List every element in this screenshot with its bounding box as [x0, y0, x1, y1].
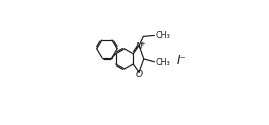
- Text: I⁻: I⁻: [176, 54, 186, 67]
- Text: O: O: [136, 70, 143, 79]
- Text: CH₃: CH₃: [156, 30, 171, 40]
- Text: +: +: [139, 41, 145, 47]
- Text: CH₃: CH₃: [156, 58, 171, 67]
- Text: N: N: [136, 42, 143, 50]
